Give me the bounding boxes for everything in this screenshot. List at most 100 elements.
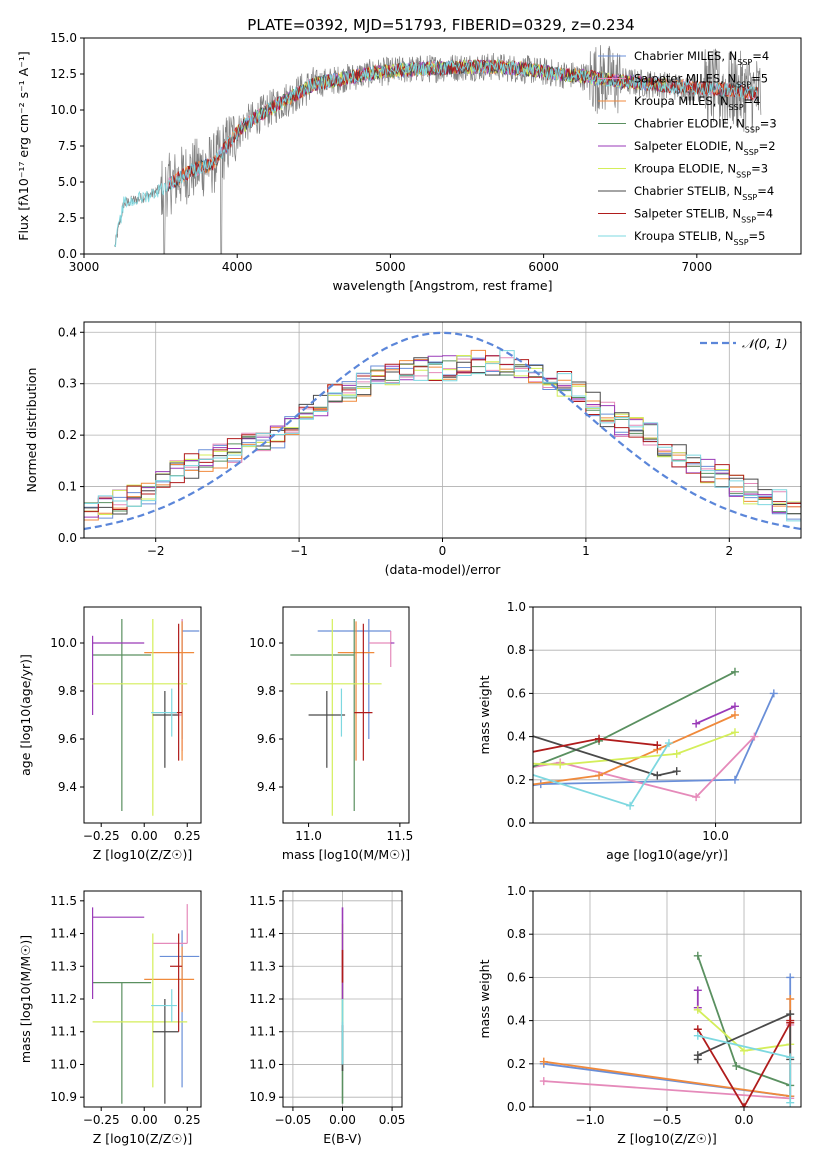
weight-marker — [539, 1077, 548, 1086]
panels: Chabrier MILES, NSSP=4 Salpeter MILES, NS… — [16, 31, 802, 1146]
y-axis-label: mass weight — [477, 959, 492, 1038]
y-tick-label: 10.0 — [249, 636, 276, 650]
weight-marker — [786, 973, 795, 982]
panel-mass-vs-ebv: −0.05 0.00 0.05 10.9 11.0 11.1 11.2 11.3 11.4 11.… — [249, 890, 405, 1146]
y-tick-label: 0.2 — [507, 773, 526, 787]
y-tick-label: 10.0 — [50, 103, 77, 117]
y-tick-label: 11.5 — [249, 894, 276, 908]
x-tick-label: 5000 — [375, 260, 406, 274]
x-tick-label: 4000 — [222, 260, 253, 274]
weight-line — [533, 735, 756, 799]
x-axis-label: mass [log10(M/M☉)] — [282, 847, 410, 862]
x-tick-label: −0.05 — [275, 1113, 312, 1127]
y-tick-label: 0.1 — [58, 480, 77, 494]
y-tick-label: 0.6 — [507, 686, 526, 700]
weight-marker — [693, 986, 702, 995]
weight-marker — [595, 771, 604, 780]
panel-age-vs-Z: −0.25 0.00 0.25 9.4 9.6 9.8 10.0 Z [log10(Z/Z☉)… — [18, 606, 202, 862]
y-axis-label: Flux [fλ10⁻¹⁷ erg cm⁻² s⁻¹ A⁻¹] — [16, 51, 31, 240]
y-tick-label: 0.3 — [58, 377, 77, 391]
legend: Chabrier MILES, NSSP=4 Salpeter MILES, NS… — [598, 49, 777, 247]
y-tick-label: 11.3 — [249, 959, 276, 973]
weight-marker — [750, 732, 759, 741]
figure-title: PLATE=0392, MJD=51793, FIBERID=0329, z=0… — [247, 16, 634, 34]
weight-marker — [672, 749, 681, 758]
legend-label: 𝒩(0, 1) — [742, 336, 788, 351]
axes-frame — [83, 606, 202, 824]
x-tick-label: −0.25 — [83, 829, 120, 843]
y-tick-label: 5.0 — [58, 175, 77, 189]
y-tick-label: 0.4 — [507, 730, 526, 744]
weight-marker — [730, 728, 739, 737]
weight-marker — [786, 995, 795, 1003]
weight-marker — [730, 775, 739, 784]
y-tick-label: 0.8 — [507, 927, 526, 941]
weight-marker — [595, 734, 604, 743]
weight-marker — [786, 1016, 795, 1025]
axes-frame — [282, 606, 410, 824]
y-axis-label: mass weight — [477, 675, 492, 754]
y-tick-label: 15.0 — [50, 31, 77, 45]
plot-area-mass-vs-Z — [92, 904, 200, 1104]
plot-area-age-vs-Z — [92, 619, 200, 816]
y-tick-label: 0.0 — [507, 1100, 526, 1114]
y-axis-label: Normed distribution — [24, 368, 39, 493]
x-tick-label: 3000 — [69, 260, 100, 274]
weight-marker — [664, 739, 673, 748]
y-tick-label: 0.0 — [507, 816, 526, 830]
panel-weight-vs-age: 10.0 0.0 0.2 0.4 0.6 0.8 1.0 age [log10(age/yr)… — [477, 600, 802, 862]
weight-marker — [693, 1051, 702, 1060]
legend-label: Kroupa STELIB, NSSP=5 — [634, 229, 765, 247]
x-tick-label: 0.25 — [174, 829, 201, 843]
weight-line — [695, 705, 736, 725]
weight-marker — [653, 771, 662, 780]
x-tick-label: −1.0 — [575, 1113, 604, 1127]
x-tick-label: −0.25 — [83, 1113, 120, 1127]
x-tick-label: 11.0 — [295, 829, 322, 843]
y-tick-label: 11.5 — [50, 894, 77, 908]
y-tick-label: 11.2 — [249, 992, 276, 1006]
y-tick-label: 0.4 — [58, 325, 77, 339]
x-axis-label: Z [log10(Z/Z☉)] — [93, 1131, 193, 1146]
y-tick-label: 11.0 — [50, 1057, 77, 1071]
x-axis-label: (data-model)/error — [385, 562, 502, 577]
weight-marker — [730, 702, 739, 711]
y-tick-label: 0.0 — [58, 531, 77, 545]
x-tick-label: 0 — [439, 544, 447, 558]
x-tick-label: 0.00 — [131, 1113, 158, 1127]
x-tick-label: 0.25 — [174, 1113, 201, 1127]
x-axis-label: E(B-V) — [323, 1131, 362, 1146]
weight-marker — [692, 719, 701, 728]
x-axis-label: Z [log10(Z/Z☉)] — [617, 1131, 717, 1146]
weight-line — [533, 731, 736, 766]
legend-label: Salpeter STELIB, NSSP=4 — [634, 207, 773, 225]
x-tick-label: 0.00 — [131, 829, 158, 843]
y-tick-label: 0.2 — [507, 1057, 526, 1071]
legend-label: Chabrier STELIB, NSSP=4 — [634, 184, 774, 202]
x-axis-label: age [log10(age/yr)] — [606, 847, 728, 862]
y-axis-label: mass [log10(M/M☉)] — [18, 935, 33, 1063]
y-tick-label: 2.5 — [58, 211, 77, 225]
x-tick-label: −0.5 — [652, 1113, 681, 1127]
x-tick-label: 0.00 — [329, 1113, 356, 1127]
y-tick-label: 0.0 — [58, 247, 77, 261]
panel-mass-vs-Z: −0.25 0.00 0.25 10.9 11.0 11.1 11.2 11.3 11.4 11.… — [18, 890, 202, 1146]
y-tick-label: 11.2 — [50, 992, 77, 1006]
plot-area-residuals — [84, 331, 801, 531]
x-tick-label: 6000 — [528, 260, 559, 274]
weight-marker — [556, 760, 565, 769]
weight-line — [533, 714, 736, 786]
x-tick-label: 2 — [725, 544, 733, 558]
y-tick-label: 0.6 — [507, 970, 526, 984]
legend-label: Salpeter ELODIE, NSSP=2 — [634, 139, 776, 157]
x-axis-label: Z [log10(Z/Z☉)] — [93, 847, 193, 862]
y-tick-label: 7.5 — [58, 139, 77, 153]
x-tick-label: 11.5 — [387, 829, 414, 843]
legend-label: Chabrier ELODIE, NSSP=3 — [634, 117, 777, 135]
weight-marker — [786, 1098, 795, 1107]
weight-marker — [539, 1057, 548, 1066]
weight-marker — [769, 689, 778, 698]
y-tick-label: 9.4 — [257, 780, 276, 794]
